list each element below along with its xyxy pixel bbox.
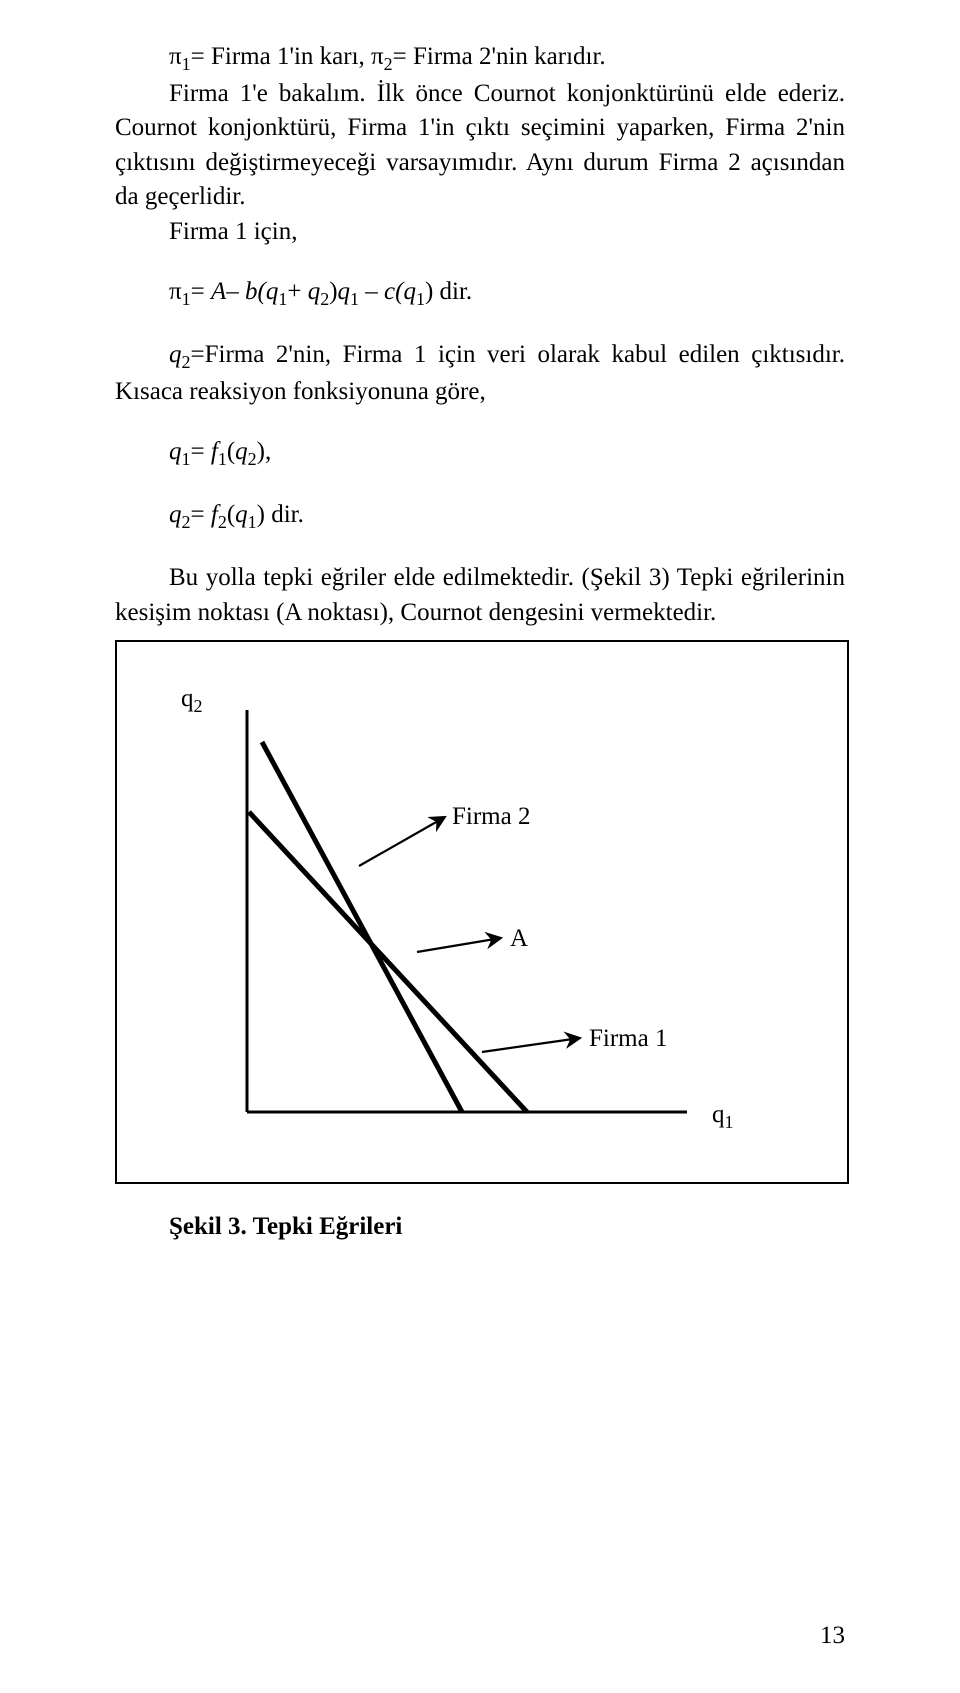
text: q <box>308 278 321 305</box>
page-number: 13 <box>820 1619 845 1654</box>
subscript: 1 <box>278 289 287 309</box>
text: π <box>169 278 182 305</box>
subscript: 2 <box>182 352 191 372</box>
subscript: 2 <box>384 54 393 74</box>
text: q <box>169 438 182 465</box>
text: Şekil 3. Tepki Eğrileri <box>169 1213 402 1240</box>
subscript: 1 <box>350 289 359 309</box>
text: q <box>712 1101 725 1128</box>
subscript: 1 <box>218 449 227 469</box>
text: q <box>235 438 248 465</box>
text: 13 <box>820 1622 845 1649</box>
text: f <box>211 501 218 528</box>
text: q <box>338 278 351 305</box>
equation-reaction-2: q2= f2(q1) dir. <box>115 498 845 535</box>
subscript: 1 <box>725 1112 734 1132</box>
curve-label-firm2: Firma 2 <box>452 800 530 835</box>
subscript: 2 <box>320 289 329 309</box>
text: = <box>191 278 211 305</box>
curve-label-firm1: Firma 1 <box>589 1022 667 1057</box>
text: Firma 1'e bakalım. İlk önce Cournot konj… <box>115 80 845 211</box>
paragraph-reaction: q2=Firma 2'nin, Firma 1 için veri olarak… <box>115 338 845 409</box>
text: Firma 2 <box>452 803 530 830</box>
text: = <box>191 438 211 465</box>
text: ) <box>329 278 337 305</box>
text: ( <box>227 438 235 465</box>
text: A <box>510 925 528 952</box>
text: q <box>235 501 248 528</box>
text: Bu yolla tepki eğriler elde edilmektedir… <box>115 564 845 626</box>
text: = <box>191 501 211 528</box>
text: f <box>211 438 218 465</box>
text: ) dir. <box>425 278 472 305</box>
equation-reaction-1: q1= f1(q2), <box>115 435 845 472</box>
paragraph-firm1-intro: Firma 1 için, <box>115 215 845 250</box>
paragraph-cournot-intro: Firma 1'e bakalım. İlk önce Cournot konj… <box>115 77 845 215</box>
figure-reaction-curves: q2 Firma 2 A Firma 1 q1 <box>115 640 849 1184</box>
text: A <box>211 278 226 305</box>
text: c(q <box>384 278 416 305</box>
text: + <box>287 278 307 305</box>
text: – <box>226 278 245 305</box>
text: b(q <box>245 278 278 305</box>
figure-svg <box>117 642 847 1182</box>
text: ( <box>227 501 235 528</box>
text: – <box>359 278 384 305</box>
text: = Firma 2'nin karıdır. <box>393 43 606 70</box>
point-label-A: A <box>510 922 528 957</box>
subscript: 1 <box>182 289 191 309</box>
paragraph-conclusion: Bu yolla tepki eğriler elde edilmektedir… <box>115 561 845 630</box>
text: q <box>169 501 182 528</box>
subscript: 1 <box>416 289 425 309</box>
subscript: 1 <box>182 449 191 469</box>
text: π <box>169 43 182 70</box>
subscript: 2 <box>194 696 203 716</box>
text: =Firma 2'nin, Firma 1 için veri olarak k… <box>115 341 845 405</box>
text: = Firma 1'in karı, π <box>191 43 384 70</box>
subscript: 2 <box>248 449 257 469</box>
equation-profit-1: π1= A– b(q1+ q2)q1 – c(q1) dir. <box>115 275 845 312</box>
subscript: 2 <box>218 512 227 532</box>
subscript: 2 <box>182 512 191 532</box>
figure-caption: Şekil 3. Tepki Eğrileri <box>115 1210 845 1245</box>
text: Firma 1 için, <box>169 218 297 245</box>
text: q <box>169 341 182 368</box>
text: ), <box>257 438 272 465</box>
axis-label-q2: q2 <box>181 682 203 719</box>
subscript: 1 <box>248 512 257 532</box>
text: ) dir. <box>257 501 304 528</box>
paragraph-profit-defs: π1= Firma 1'in karı, π2= Firma 2'nin kar… <box>115 40 845 77</box>
axis-label-q1: q1 <box>712 1098 734 1135</box>
text: Firma 1 <box>589 1025 667 1052</box>
text: q <box>181 685 194 712</box>
subscript: 1 <box>182 54 191 74</box>
